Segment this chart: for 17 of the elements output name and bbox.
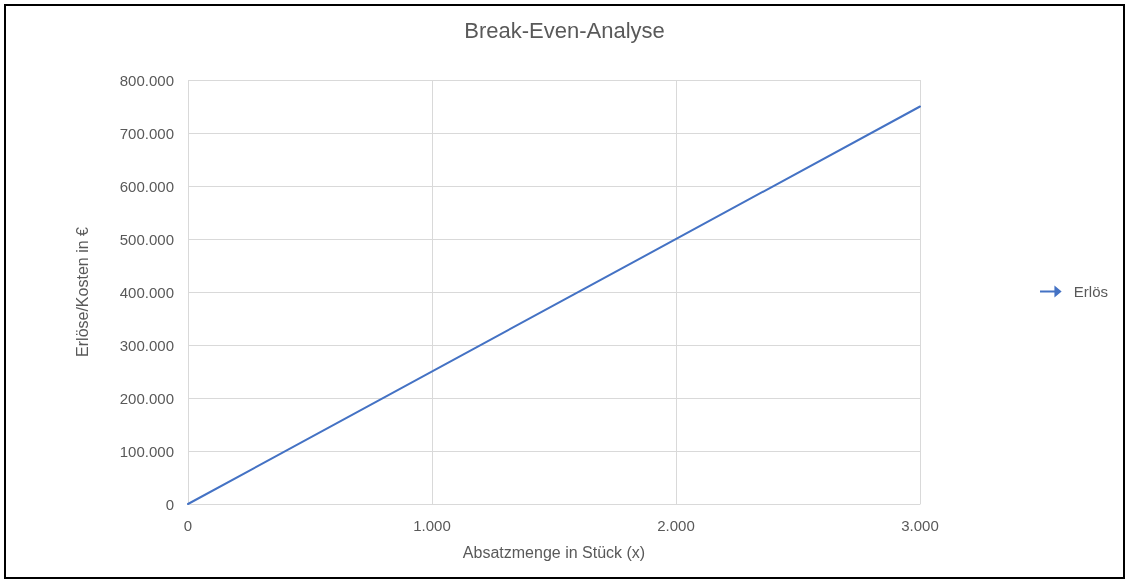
y-tick-label: 200.000 (119, 389, 174, 407)
x-tick-label: 2.000 (657, 517, 695, 534)
y-tick-label: 800.000 (119, 71, 174, 89)
x-tick-label: 3.000 (901, 517, 939, 534)
x-tick-label: 0 (183, 517, 193, 534)
y-tick-label: 300.000 (119, 336, 174, 354)
x-axis-title: Absatzmenge in Stück (x) (462, 543, 646, 561)
y-tick-label: 500.000 (119, 230, 174, 248)
x-tick-label: 1.000 (413, 517, 451, 534)
y-tick-label: 700.000 (119, 124, 174, 142)
chart-title: Break-Even-Analyse (464, 17, 665, 43)
y-tick-label: 600.000 (119, 177, 174, 195)
y-axis-title: Erlöse/Kosten in € (73, 226, 91, 357)
y-tick-label: 400.000 (119, 283, 174, 301)
legend-label: Erlös (1073, 283, 1109, 300)
y-tick-label: 100.000 (119, 442, 174, 460)
y-tick-label: 0 (165, 495, 174, 513)
